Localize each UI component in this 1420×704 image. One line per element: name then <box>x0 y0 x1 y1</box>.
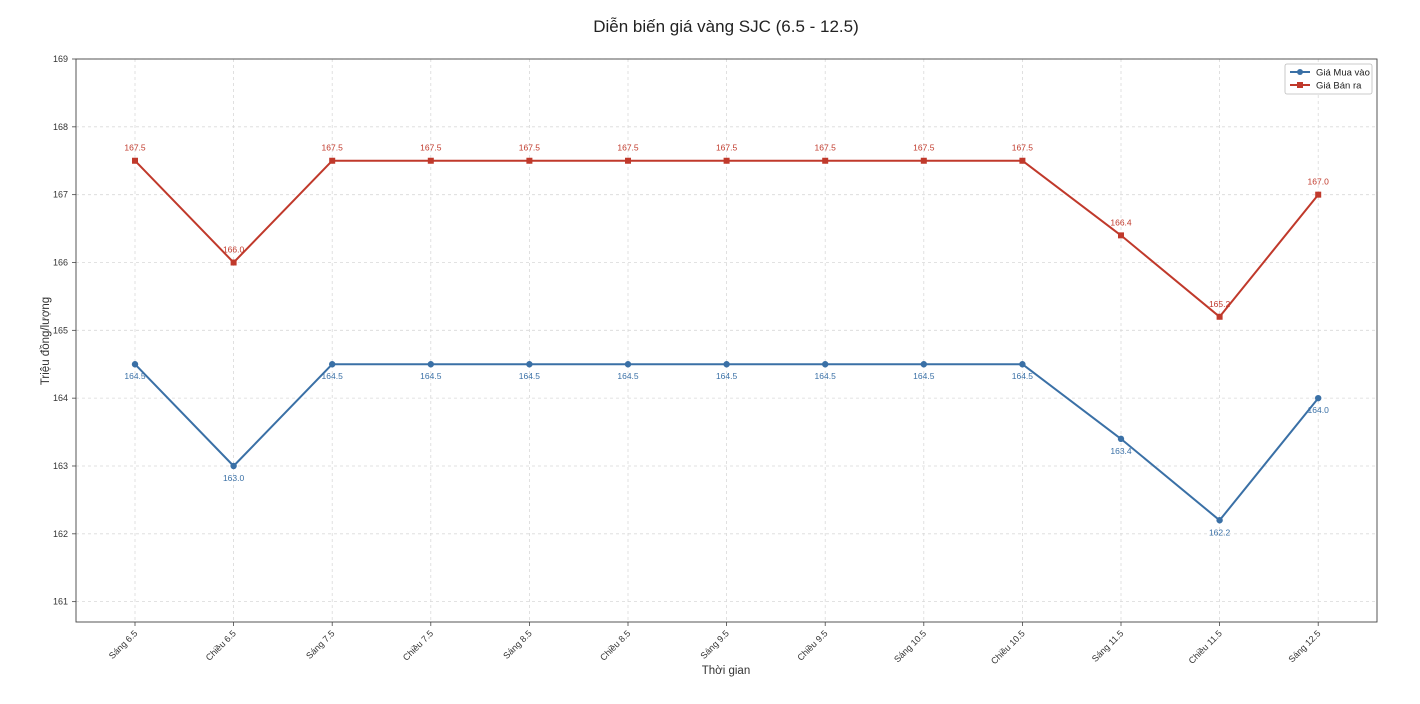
data-point <box>329 157 336 164</box>
x-tick-label: Sáng 6.5 <box>107 628 140 661</box>
data-point <box>1216 313 1223 320</box>
y-tick-label: 168 <box>53 122 68 132</box>
data-point <box>526 157 533 164</box>
data-point <box>230 462 237 470</box>
x-tick-label: Chiều 7.5 <box>401 628 435 662</box>
data-label: 164.5 <box>124 371 146 381</box>
data-label: 164.5 <box>519 371 541 381</box>
data-label: 164.5 <box>322 371 344 381</box>
data-label: 167.5 <box>124 143 146 153</box>
data-label: 164.5 <box>815 371 837 381</box>
x-axis-label: Thời gian <box>702 665 750 677</box>
data-point <box>329 361 336 368</box>
data-label: 167.5 <box>815 143 837 153</box>
data-point <box>526 361 533 368</box>
data-label: 163.4 <box>1110 446 1132 456</box>
data-point <box>822 157 829 164</box>
x-tick-label: Chiều 11.5 <box>1187 628 1224 665</box>
series-group: 164.5 163.0 164.5 164.5 164.5 164.5 164.5 164.5… <box>124 143 1329 538</box>
data-label: 166.4 <box>1110 217 1132 227</box>
x-tick-label: Sáng 9.5 <box>698 628 731 661</box>
y-tick-label: 169 <box>53 54 68 64</box>
data-point <box>1117 435 1125 443</box>
y-tick-label: 167 <box>53 190 68 200</box>
y-axis: 161 162 163 164 165 166 167 168 169 <box>53 54 76 607</box>
x-tick-label: Sáng 12.5 <box>1287 628 1323 664</box>
data-point <box>230 259 237 266</box>
data-point <box>723 157 730 164</box>
data-label: 164.5 <box>617 371 639 381</box>
x-tick-label: Chiều 10.5 <box>989 628 1027 666</box>
data-label: 167.5 <box>322 143 344 153</box>
y-axis-label: Triệu đồng/lượng <box>40 297 52 385</box>
data-point <box>1315 191 1322 198</box>
data-point <box>1118 232 1124 239</box>
data-label: 163.0 <box>223 473 245 483</box>
legend-label: Giá Bán ra <box>1316 81 1362 92</box>
data-point <box>624 361 632 368</box>
y-tick-label: 163 <box>53 461 68 471</box>
data-point <box>920 157 927 164</box>
x-tick-label: Chiều 8.5 <box>598 628 632 662</box>
legend-marker <box>1297 82 1303 88</box>
x-tick-label: Sáng 7.5 <box>304 628 337 661</box>
data-point <box>132 157 138 164</box>
data-point <box>1216 517 1223 524</box>
data-point <box>1019 157 1026 164</box>
data-point <box>723 361 730 368</box>
data-label: 167.5 <box>519 143 541 153</box>
data-point <box>131 361 139 368</box>
data-label: 167.5 <box>420 143 442 153</box>
x-tick-label: Sáng 11.5 <box>1090 628 1126 664</box>
x-tick-label: Chiều 6.5 <box>204 628 238 662</box>
data-point <box>920 361 927 368</box>
data-point <box>427 361 434 368</box>
legend-marker <box>1297 69 1303 75</box>
data-point <box>1315 394 1322 402</box>
data-label: 164.5 <box>1012 371 1034 381</box>
data-point <box>427 157 434 164</box>
data-label: 167.5 <box>617 143 639 153</box>
y-tick-label: 165 <box>53 325 68 335</box>
x-tick-label: Sáng 10.5 <box>892 628 928 664</box>
y-tick-label: 166 <box>53 257 68 267</box>
y-tick-label: 164 <box>53 393 68 403</box>
x-tick-label: Sáng 8.5 <box>501 628 534 661</box>
data-label: 164.5 <box>420 371 442 381</box>
x-tick-label: Chiều 9.5 <box>795 628 829 662</box>
data-label: 166.0 <box>223 244 245 254</box>
legend: Giá Mua vào Giá Bán ra <box>1284 63 1373 95</box>
chart-title: Diễn biến giá vàng SJC (6.5 - 12.5) <box>593 17 859 36</box>
series-line-0 <box>134 363 1319 522</box>
x-axis: Sáng 6.5 Chiều 6.5 Sáng 7.5 Chiều 7.5 Sáng 8… <box>107 622 1323 666</box>
y-tick-label: 162 <box>53 529 68 539</box>
data-label: 165.2 <box>1209 299 1231 309</box>
data-label: 162.2 <box>1209 527 1231 537</box>
data-point <box>822 361 829 368</box>
data-label: 167.0 <box>1308 177 1330 187</box>
data-label: 164.5 <box>913 371 935 381</box>
y-tick-label: 161 <box>53 597 68 607</box>
legend-label: Giá Mua vào <box>1316 68 1370 79</box>
data-point <box>1019 361 1026 368</box>
data-label: 164.0 <box>1308 405 1330 415</box>
data-label: 167.5 <box>913 143 935 153</box>
data-point <box>625 157 631 164</box>
data-label: 167.5 <box>1012 143 1034 153</box>
data-label: 167.5 <box>716 143 738 153</box>
data-label: 164.5 <box>716 371 738 381</box>
